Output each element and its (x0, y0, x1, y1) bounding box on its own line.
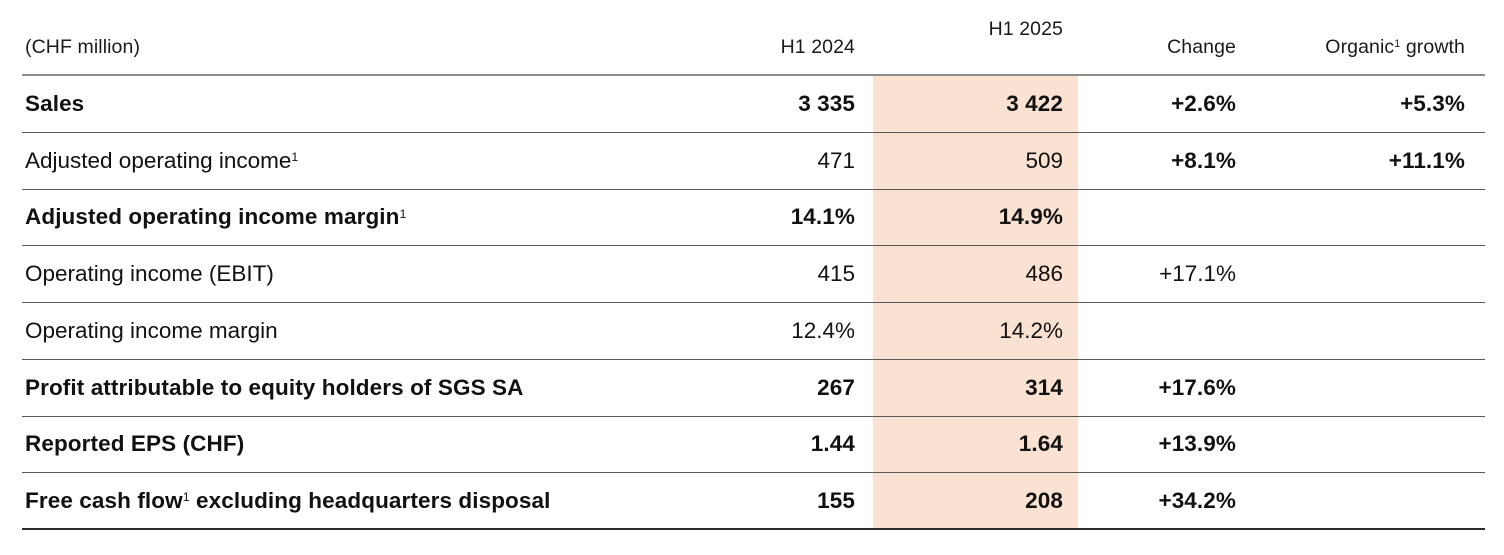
row-label-text: Free cash flow (25, 487, 183, 513)
value-change: +17.6% (1158, 374, 1236, 400)
value-change: +2.6% (1171, 90, 1236, 116)
table-row: Operating income margin 12.4% 14.2% (22, 303, 1485, 360)
value-h1-2025: 1.64 (1018, 431, 1063, 457)
row-label: Free cash flow1 excluding headquarters d… (22, 488, 693, 514)
value-h1-2025: 14.9% (998, 204, 1063, 230)
table-row: Sales 3 335 3 422 +2.6% +5.3% (22, 76, 1485, 133)
value-h1-2025-highlighted: 14.2% (873, 303, 1078, 359)
column-header-h1-2025-label: H1 2025 (988, 18, 1063, 40)
value-h1-2024: 1.44 (810, 431, 855, 457)
row-label-text: Operating income margin (25, 317, 278, 343)
value-h1-2025: 509 (1025, 147, 1063, 173)
row-label-text: Adjusted operating income margin (25, 204, 400, 230)
value-organic-growth: +11.1% (1388, 147, 1465, 173)
value-h1-2024: 14.1% (790, 204, 855, 230)
value-h1-2024: 471 (817, 147, 855, 173)
row-label-footnote-superscript: 1 (399, 206, 407, 221)
column-header-change: Change (1167, 36, 1236, 58)
value-h1-2024: 415 (817, 261, 855, 287)
value-change: +8.1% (1171, 147, 1236, 173)
row-label: Adjusted operating income1 (22, 148, 693, 174)
value-h1-2025: 314 (1025, 374, 1063, 400)
value-h1-2025-highlighted: 486 (873, 246, 1078, 302)
row-label-text: Operating income (EBIT) (25, 261, 274, 287)
row-label: Adjusted operating income margin1 (22, 204, 693, 230)
row-label-text: Sales (25, 90, 85, 116)
table-row: Operating income (EBIT) 415 486 +17.1% (22, 246, 1485, 303)
organic-header-footnote-superscript: 1 (1394, 38, 1401, 51)
value-h1-2025: 486 (1025, 261, 1063, 287)
financial-results-table: (CHF million) H1 2024 H1 2025 Change Org… (22, 0, 1485, 530)
organic-header-text-after: growth (1400, 36, 1465, 58)
table-row: Adjusted operating income margin1 14.1% 14… (22, 189, 1485, 247)
row-label-footnote-superscript: 1 (182, 489, 190, 504)
value-h1-2025-highlighted: 14.9% (873, 189, 1078, 246)
table-row: Profit attributable to equity holders of… (22, 359, 1485, 417)
value-change: +17.1% (1159, 261, 1236, 287)
value-h1-2025: 14.2% (999, 317, 1063, 343)
value-h1-2024: 12.4% (791, 317, 855, 343)
unit-label: (CHF million) (25, 36, 141, 58)
table-row: Reported EPS (CHF) 1.44 1.64 +13.9% (22, 416, 1485, 474)
table-header-row: (CHF million) H1 2024 H1 2025 Change Org… (22, 0, 1485, 76)
value-change: +34.2% (1158, 487, 1236, 513)
table-body: Sales 3 335 3 422 +2.6% +5.3% Adjusted operat… (22, 76, 1485, 530)
value-h1-2025-highlighted: 208 (873, 473, 1078, 528)
value-h1-2024: 3 335 (798, 90, 855, 116)
row-label-text-after: excluding headquarters disposal (189, 487, 551, 513)
value-change: +13.9% (1158, 431, 1236, 457)
value-h1-2025-highlighted: 1.64 (873, 416, 1078, 473)
column-header-h1-2024: H1 2024 (780, 36, 855, 58)
column-header-organic-growth: Organic1 growth (1238, 36, 1485, 59)
organic-header-text: Organic (1325, 36, 1395, 58)
value-organic-growth: +5.3% (1400, 90, 1465, 116)
row-label: Sales (22, 91, 693, 117)
row-label-text: Adjusted operating income (25, 147, 292, 173)
value-h1-2025: 3 422 (1006, 90, 1063, 116)
row-label: Reported EPS (CHF) (22, 431, 693, 457)
row-label-footnote-superscript: 1 (291, 149, 299, 164)
value-h1-2024: 155 (817, 487, 855, 513)
table-row: Free cash flow1 excluding headquarters d… (22, 473, 1485, 530)
value-h1-2025-highlighted: 509 (873, 132, 1078, 189)
value-h1-2024: 267 (817, 374, 855, 400)
column-header-h1-2025: H1 2025 (873, 0, 1078, 59)
row-label: Profit attributable to equity holders of… (22, 375, 693, 401)
row-label: Operating income (EBIT) (22, 261, 693, 287)
value-h1-2025-highlighted: 3 422 (873, 76, 1078, 132)
row-label-text: Profit attributable to equity holders of… (25, 374, 524, 400)
row-label-text: Reported EPS (CHF) (25, 431, 245, 457)
row-label: Operating income margin (22, 318, 693, 344)
table-row: Adjusted operating income1 471 509 +8.1% +11… (22, 132, 1485, 190)
value-h1-2025-highlighted: 314 (873, 359, 1078, 416)
value-h1-2025: 208 (1025, 487, 1063, 513)
